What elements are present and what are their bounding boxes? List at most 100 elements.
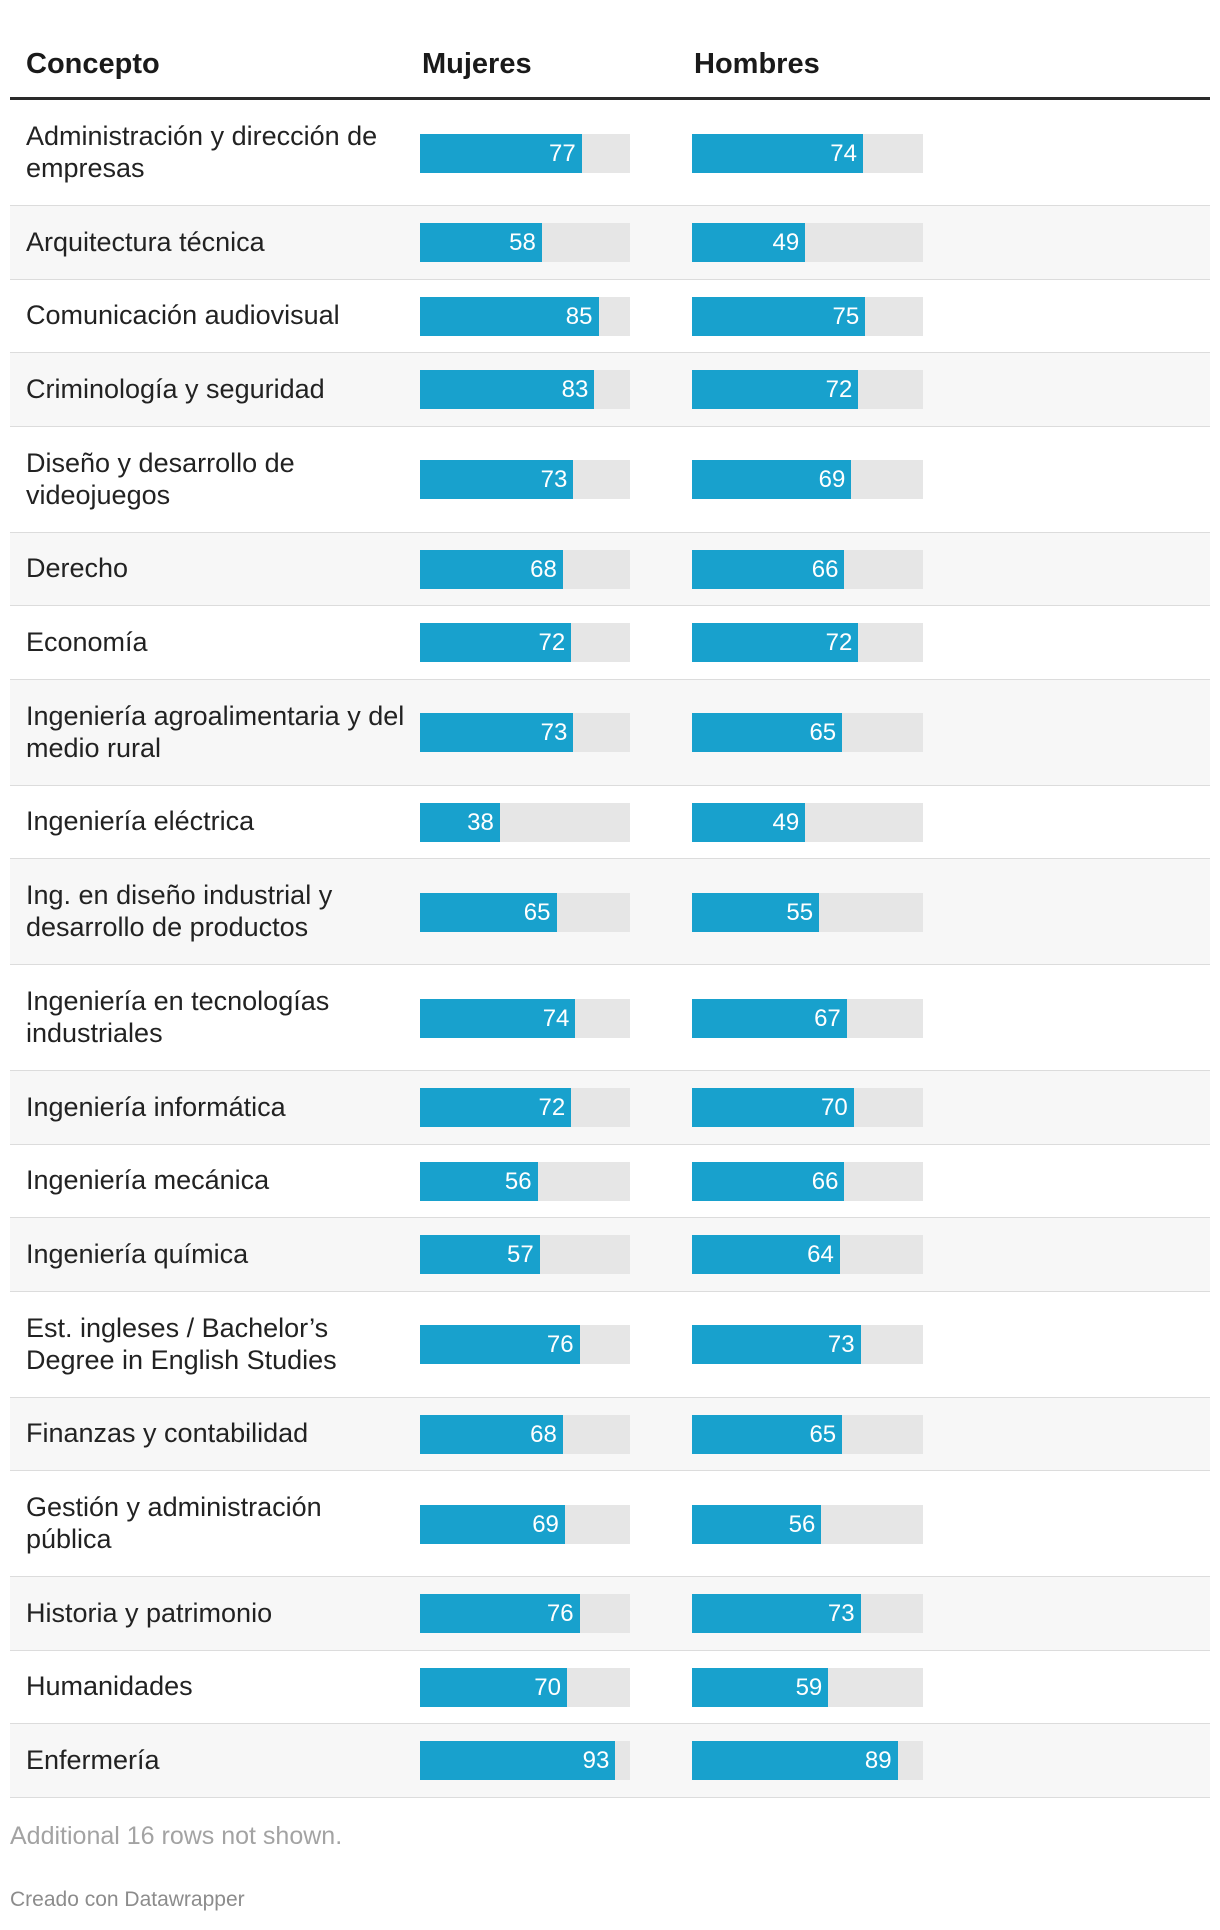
mujeres-track: 56 [420, 1161, 630, 1201]
hombres-track: 55 [692, 892, 923, 932]
row-label: Criminología y seguridad [26, 373, 325, 404]
hombres-bar: 89 [692, 1741, 898, 1781]
hombres-bar: 67 [692, 998, 847, 1038]
hombres-track: 73 [692, 1325, 923, 1364]
mujeres-track: 68 [420, 1414, 630, 1454]
hombres-track: 75 [692, 296, 923, 336]
row-label: Ingeniería mecánica [26, 1165, 270, 1196]
row-label: Comunicación audiovisual [26, 300, 340, 331]
hombres-bar: 72 [692, 370, 859, 410]
hombres-bar: 66 [692, 1161, 845, 1201]
hombres-bar: 72 [692, 623, 859, 663]
table-row: Ingeniería mecánica 56 66 [10, 1145, 1210, 1218]
mujeres-bar: 68 [420, 549, 563, 589]
hombres-value: 89 [864, 1747, 892, 1775]
row-label: Historia y patrimonio [26, 1597, 273, 1628]
table-row: Arquitectura técnica 58 49 [10, 206, 1210, 280]
hombres-value: 66 [811, 555, 839, 583]
mujeres-value: 85 [565, 302, 593, 330]
hombres-value: 65 [809, 719, 837, 746]
mujeres-value: 93 [582, 1747, 610, 1775]
mujeres-track: 58 [420, 223, 630, 263]
table-row: Derecho 68 66 [10, 532, 1210, 606]
mujeres-value: 38 [467, 808, 494, 836]
hombres-track: 66 [692, 1161, 923, 1201]
table-row: Est. ingleses / Bachelor’s Degree in Eng… [10, 1292, 1210, 1398]
hombres-track: 69 [692, 460, 923, 499]
row-label: Gestión y administración pública [26, 1492, 322, 1554]
table-row: Ingeniería informática 72 70 [10, 1071, 1210, 1145]
table-row: Ingeniería eléctrica 38 49 [10, 786, 1210, 859]
mujeres-bar: 72 [420, 1088, 572, 1128]
hombres-value: 49 [772, 229, 800, 257]
hombres-bar: 56 [692, 1504, 822, 1544]
header-hombres[interactable]: Hombres [694, 48, 820, 80]
row-label: Enfermería [26, 1744, 160, 1775]
mujeres-bar: 57 [420, 1235, 540, 1275]
mujeres-track: 73 [420, 460, 630, 499]
hombres-value: 74 [830, 139, 857, 167]
row-label: Ingeniería informática [26, 1091, 286, 1122]
hombres-bar: 49 [692, 802, 806, 842]
hombres-track: 74 [692, 133, 923, 173]
hombres-bar: 70 [692, 1088, 854, 1128]
hombres-value: 69 [818, 466, 846, 493]
table-row: Gestión y administración pública 69 56 [10, 1471, 1210, 1577]
hombres-bar: 49 [692, 223, 806, 263]
mujeres-value: 76 [546, 1331, 574, 1358]
mujeres-bar: 68 [420, 1414, 563, 1454]
hombres-bar: 74 [692, 133, 863, 173]
header-concepto[interactable]: Concepto [26, 48, 160, 80]
hombres-value: 72 [825, 629, 853, 657]
hombres-bar: 69 [692, 460, 852, 499]
hombres-value: 65 [809, 1420, 837, 1448]
hombres-bar: 65 [692, 713, 843, 752]
mujeres-track: 69 [420, 1504, 630, 1544]
row-label: Ingeniería química [26, 1238, 249, 1269]
mujeres-track: 70 [420, 1667, 630, 1707]
mujeres-track: 73 [420, 713, 630, 752]
hombres-value: 59 [795, 1673, 823, 1701]
hombres-bar: 73 [692, 1325, 861, 1364]
mujeres-value: 74 [542, 1004, 570, 1032]
mujeres-bar: 93 [420, 1741, 616, 1781]
hombres-bar: 64 [692, 1235, 840, 1275]
table-row: Administración y dirección de empresas 77… [10, 100, 1210, 206]
row-label: Ingeniería agroalimentaria y del medio r… [26, 700, 405, 763]
hombres-value: 56 [788, 1510, 816, 1538]
table-row: Ing. en diseño industrial y desarrollo d… [10, 859, 1210, 965]
hombres-bar: 55 [692, 892, 820, 932]
hombres-value: 73 [827, 1600, 855, 1628]
table-row: Diseño y desarrollo de videojuegos 73 69 [10, 427, 1210, 533]
row-label: Finanzas y contabilidad [26, 1418, 309, 1449]
mujeres-track: 65 [420, 892, 630, 932]
hombres-track: 73 [692, 1594, 923, 1634]
datawrapper-credit: Creado con Datawrapper [10, 1888, 245, 1911]
table-row: Enfermería 93 89 [10, 1724, 1210, 1798]
hombres-bar: 59 [692, 1667, 829, 1707]
mujeres-value: 72 [538, 629, 566, 657]
mujeres-value: 76 [546, 1600, 574, 1628]
mujeres-value: 77 [548, 139, 576, 167]
mujeres-track: 68 [420, 549, 630, 589]
mujeres-bar: 72 [420, 623, 572, 663]
row-label: Ing. en diseño industrial y desarrollo d… [26, 880, 333, 942]
mujeres-value: 69 [532, 1510, 559, 1538]
row-label: Ingeniería en tecnologías industriales [26, 986, 330, 1048]
mujeres-track: 83 [420, 370, 630, 410]
mujeres-value: 56 [504, 1167, 532, 1195]
header-mujeres[interactable]: Mujeres [422, 48, 532, 80]
mujeres-value: 68 [530, 1420, 557, 1448]
rows-not-shown-note: Additional 16 rows not shown. [10, 1822, 343, 1850]
row-label: Administración y dirección de empresas [26, 121, 378, 183]
hombres-track: 70 [692, 1088, 923, 1128]
hombres-track: 72 [692, 623, 923, 663]
hombres-track: 89 [692, 1741, 923, 1781]
mujeres-track: 76 [420, 1325, 630, 1364]
hombres-value: 49 [772, 808, 800, 836]
table-row: Ingeniería química 57 64 [10, 1218, 1210, 1292]
hombres-value: 70 [820, 1094, 848, 1122]
table-row: Humanidades 70 59 [10, 1651, 1210, 1724]
hombres-value: 66 [811, 1167, 839, 1195]
